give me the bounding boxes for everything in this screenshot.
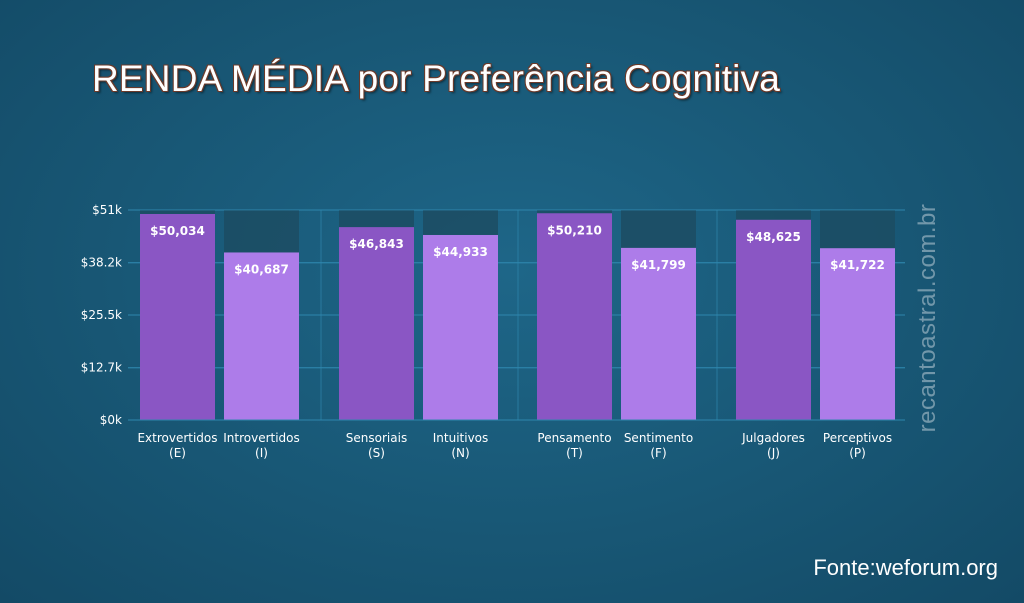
bar	[339, 227, 414, 420]
y-tick-label: $0k	[100, 413, 122, 427]
x-category-label: Introvertidos (I)	[223, 431, 300, 460]
y-tick-label: $25.5k	[81, 308, 122, 322]
x-category-label: Intuitivos (N)	[433, 431, 489, 460]
x-category-label: Sensoriais (S)	[346, 431, 407, 460]
x-category-label: Extrovertidos (E)	[137, 431, 217, 460]
bar	[140, 213, 215, 420]
bar-value-label: $41,799	[631, 258, 686, 272]
chart-title: RENDA MÉDIA por Preferência Cognitiva	[92, 58, 781, 99]
bar	[423, 234, 498, 420]
bar	[736, 219, 811, 420]
bar-value-label: $50,210	[547, 223, 602, 237]
x-category-label: Pensamento (T)	[537, 431, 611, 460]
bar-value-label: $40,687	[234, 262, 289, 276]
bar	[820, 248, 895, 420]
y-tick-label: $51k	[92, 203, 122, 217]
bar-value-label: $50,034	[150, 224, 205, 238]
bar	[621, 247, 696, 420]
bar	[224, 252, 299, 420]
source-credit: Fonte:weforum.org	[813, 555, 998, 580]
bar-value-label: $46,843	[349, 237, 404, 251]
watermark: recantoastral.com.br	[914, 203, 941, 433]
bar-value-label: $48,625	[746, 230, 801, 244]
bar	[537, 213, 612, 420]
x-category-label: Sentimento (F)	[624, 431, 693, 460]
y-tick-label: $12.7k	[81, 361, 122, 375]
x-category-label: Perceptivos (P)	[823, 431, 892, 460]
x-category-label: Julgadores (J)	[741, 431, 805, 460]
y-tick-label: $38.2k	[81, 256, 122, 270]
bar-value-label: $44,933	[433, 245, 488, 259]
bar-value-label: $41,722	[830, 258, 885, 272]
